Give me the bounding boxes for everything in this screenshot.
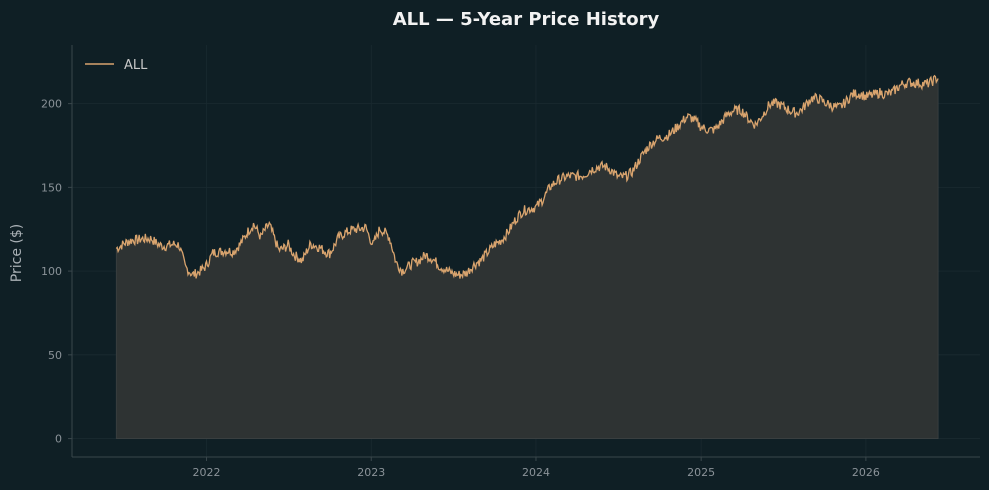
x-tick-label: 2022: [193, 466, 221, 479]
y-axis-label: Price ($): [9, 224, 25, 282]
chart-title: ALL — 5-Year Price History: [393, 9, 660, 30]
legend-label-all: ALL: [124, 58, 148, 73]
y-tick-label: 150: [41, 181, 62, 194]
legend: ALL: [85, 58, 148, 73]
y-tick-label: 50: [48, 349, 62, 362]
x-axis-ticks: 2022 2023 2024 2025 2026: [193, 457, 880, 479]
x-tick-label: 2023: [357, 466, 385, 479]
y-tick-label: 200: [41, 98, 62, 111]
x-tick-label: 2026: [852, 466, 880, 479]
y-tick-label: 100: [41, 265, 62, 278]
y-tick-label: 0: [55, 433, 62, 446]
x-tick-label: 2024: [522, 466, 550, 479]
y-axis-ticks: 0 50 100 150 200: [41, 98, 72, 446]
series-line-all: [115, 74, 939, 280]
x-tick-label: 2025: [687, 466, 715, 479]
axes: [71, 45, 980, 458]
